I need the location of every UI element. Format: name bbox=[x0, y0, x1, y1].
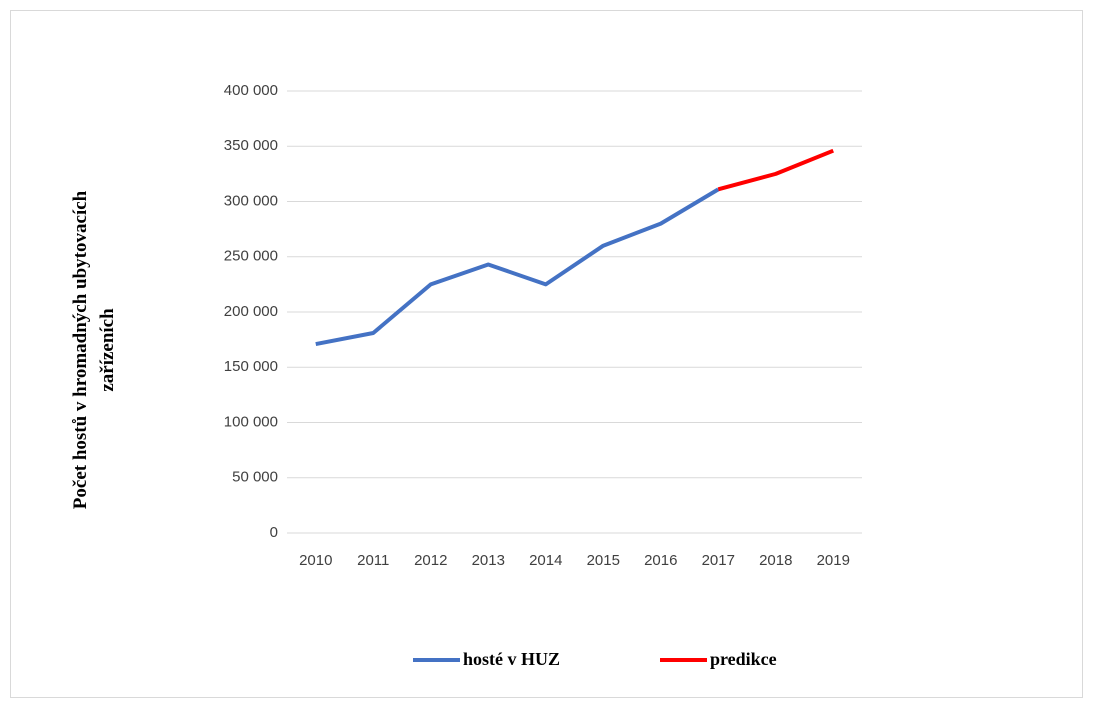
x-tick-label: 2010 bbox=[299, 552, 332, 569]
x-tick-label: 2016 bbox=[644, 552, 677, 569]
x-tick-label: 2019 bbox=[817, 552, 850, 569]
y-tick-label: 250 000 bbox=[224, 248, 278, 265]
legend-label: predikce bbox=[710, 649, 777, 669]
legend-label: hosté v HUZ bbox=[463, 649, 560, 669]
x-tick-label: 2012 bbox=[414, 552, 447, 569]
chart-frame bbox=[10, 10, 1083, 698]
series-line bbox=[717, 148, 834, 192]
x-tick-label: 2013 bbox=[472, 552, 505, 569]
x-tick-label: 2017 bbox=[702, 552, 735, 569]
x-tick-label: 2014 bbox=[529, 552, 562, 569]
x-tick-label: 2015 bbox=[587, 552, 620, 569]
y-axis-title: Počet hostů v hromadných ubytovacích zaří… bbox=[70, 190, 118, 509]
y-tick-label: 50 000 bbox=[232, 469, 278, 486]
x-tick-label: 2011 bbox=[357, 552, 389, 569]
y-tick-label: 300 000 bbox=[224, 192, 278, 209]
x-tick-label: 2018 bbox=[759, 552, 792, 569]
y-tick-label: 200 000 bbox=[224, 303, 278, 320]
y-tick-label: 350 000 bbox=[224, 137, 278, 154]
y-tick-label: 0 bbox=[270, 524, 278, 541]
y-axis-title-line: Počet hostů v hromadných ubytovacích bbox=[70, 190, 91, 509]
series-line bbox=[315, 187, 720, 347]
y-axis-title-line: zařízeních bbox=[97, 308, 118, 392]
y-tick-label: 400 000 bbox=[224, 82, 278, 99]
y-tick-label: 150 000 bbox=[224, 358, 278, 375]
y-tick-label: 100 000 bbox=[224, 413, 278, 430]
